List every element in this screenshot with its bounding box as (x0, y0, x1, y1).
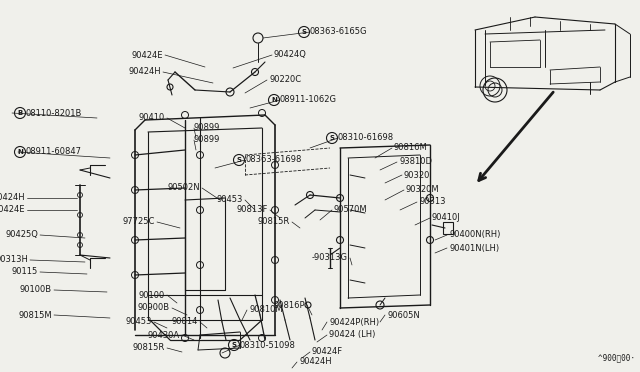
Circle shape (131, 237, 138, 244)
Circle shape (271, 161, 278, 169)
Circle shape (253, 33, 263, 43)
Text: S: S (237, 157, 241, 163)
Circle shape (226, 88, 234, 96)
Circle shape (426, 195, 433, 202)
Circle shape (326, 132, 337, 144)
Text: 90814: 90814 (172, 317, 198, 327)
Text: 90220C: 90220C (269, 76, 301, 84)
Text: 90453: 90453 (125, 317, 152, 327)
Text: 90899: 90899 (194, 135, 220, 144)
Text: 90100: 90100 (139, 291, 165, 299)
Text: 90425Q: 90425Q (5, 231, 38, 240)
Circle shape (196, 206, 204, 214)
Circle shape (15, 147, 26, 157)
Text: 90115: 90115 (12, 267, 38, 276)
Text: 90424E: 90424E (0, 205, 25, 215)
Text: 90320M: 90320M (406, 186, 440, 195)
Text: 90815M: 90815M (19, 311, 52, 320)
Circle shape (15, 108, 26, 119)
Text: B: B (17, 110, 22, 116)
Circle shape (376, 301, 384, 309)
Text: ^900　00· 6: ^900 00· 6 (598, 353, 640, 362)
Text: 90410J: 90410J (432, 214, 461, 222)
Circle shape (131, 186, 138, 193)
Circle shape (259, 109, 266, 116)
Text: 08310-61698: 08310-61698 (338, 134, 394, 142)
Text: 90410: 90410 (139, 113, 165, 122)
Circle shape (196, 262, 204, 269)
Text: 90453: 90453 (216, 196, 243, 205)
Circle shape (167, 84, 173, 90)
Circle shape (337, 237, 344, 244)
Text: 90424P(RH): 90424P(RH) (329, 317, 379, 327)
Circle shape (234, 154, 244, 166)
Circle shape (305, 302, 311, 308)
Text: 90502N: 90502N (168, 183, 200, 192)
Circle shape (307, 192, 314, 199)
Text: 90815R: 90815R (258, 218, 290, 227)
Circle shape (131, 151, 138, 158)
Text: 90816M: 90816M (394, 144, 428, 153)
Text: -90313G: -90313G (312, 253, 348, 263)
Circle shape (196, 307, 204, 314)
Circle shape (483, 78, 507, 102)
Circle shape (426, 237, 433, 244)
Text: 90815R: 90815R (132, 343, 165, 353)
Circle shape (271, 257, 278, 263)
Text: 90899: 90899 (194, 122, 220, 131)
Text: 90813F: 90813F (237, 205, 268, 215)
Text: 97725C: 97725C (123, 218, 155, 227)
Text: 08911-60847: 08911-60847 (26, 148, 82, 157)
Circle shape (298, 26, 310, 38)
Circle shape (269, 94, 280, 106)
Circle shape (488, 83, 502, 97)
Text: 08363-61698: 08363-61698 (245, 155, 301, 164)
Text: 90320: 90320 (404, 170, 430, 180)
Text: 90424H: 90424H (0, 193, 25, 202)
Text: 08363-6165G: 08363-6165G (310, 28, 367, 36)
Text: 08310-51098: 08310-51098 (240, 340, 296, 350)
Text: S: S (232, 342, 237, 348)
Bar (443, 222, 453, 234)
Text: N: N (17, 149, 23, 155)
Text: 08911-1062G: 08911-1062G (280, 96, 337, 105)
Text: 90810M: 90810M (249, 305, 283, 314)
Text: 90424E: 90424E (131, 51, 163, 60)
Text: 90816P: 90816P (273, 301, 305, 310)
Text: 90400N(RH): 90400N(RH) (449, 231, 500, 240)
Text: 90605N: 90605N (387, 311, 420, 320)
Circle shape (182, 112, 189, 119)
Circle shape (259, 334, 266, 341)
Text: 90424Q: 90424Q (274, 51, 307, 60)
Text: 93810D: 93810D (399, 157, 432, 167)
Text: S: S (301, 29, 307, 35)
Text: S: S (330, 135, 335, 141)
Text: N: N (271, 97, 277, 103)
Circle shape (228, 340, 239, 350)
Text: 90424F: 90424F (312, 347, 343, 356)
Text: 90313: 90313 (419, 198, 445, 206)
Text: 90424 (LH): 90424 (LH) (329, 330, 376, 340)
Circle shape (77, 192, 83, 198)
Text: 90313H: 90313H (0, 256, 28, 264)
Circle shape (271, 296, 278, 304)
Text: 90100B: 90100B (20, 285, 52, 295)
Circle shape (337, 195, 344, 202)
Circle shape (77, 243, 83, 247)
Circle shape (182, 334, 189, 341)
Circle shape (220, 348, 230, 358)
Text: 90424H: 90424H (129, 67, 161, 77)
Text: 90900B: 90900B (138, 304, 170, 312)
Text: 90570M: 90570M (334, 205, 367, 215)
Circle shape (77, 232, 83, 237)
Circle shape (131, 272, 138, 279)
Circle shape (77, 212, 83, 218)
Text: 90401N(LH): 90401N(LH) (449, 244, 499, 253)
Text: 90424H: 90424H (299, 357, 332, 366)
Circle shape (271, 206, 278, 214)
Circle shape (196, 151, 204, 158)
Circle shape (252, 68, 259, 76)
Text: 90430A: 90430A (148, 330, 180, 340)
Text: 08110-8201B: 08110-8201B (26, 109, 83, 118)
